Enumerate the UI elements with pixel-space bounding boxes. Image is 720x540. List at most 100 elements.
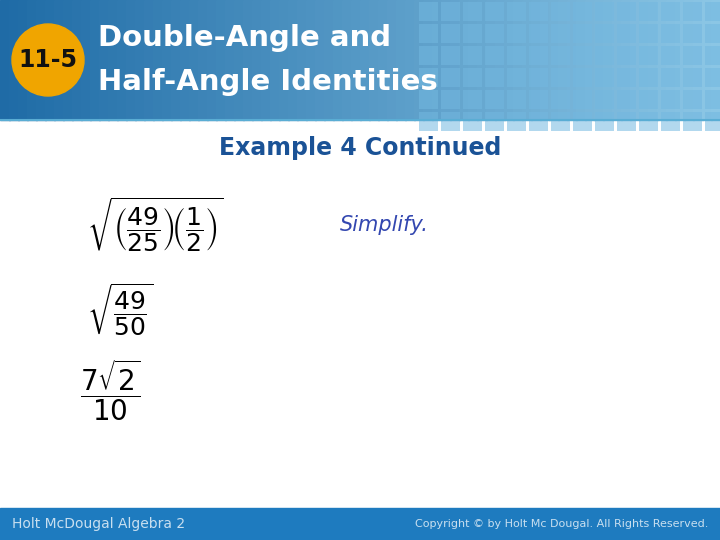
Bar <box>441 0 451 120</box>
Bar <box>616 24 636 43</box>
Bar <box>704 68 720 86</box>
Bar <box>0 0 10 120</box>
Bar <box>595 45 613 64</box>
Bar <box>528 2 547 21</box>
Bar <box>441 90 459 109</box>
Bar <box>616 2 636 21</box>
Bar <box>216 0 226 120</box>
Bar <box>369 0 379 120</box>
Bar <box>441 68 459 86</box>
Bar <box>485 111 503 131</box>
Bar <box>504 0 514 120</box>
Bar <box>135 0 145 120</box>
Bar <box>572 90 592 109</box>
Bar <box>468 0 478 120</box>
Bar <box>162 0 172 120</box>
Bar <box>261 0 271 120</box>
Bar <box>704 111 720 131</box>
Bar <box>153 0 163 120</box>
Bar <box>660 90 680 109</box>
Bar <box>648 0 658 120</box>
Bar <box>683 2 701 21</box>
Bar <box>660 2 680 21</box>
Bar <box>225 0 235 120</box>
Bar <box>462 68 482 86</box>
Bar <box>279 0 289 120</box>
Bar <box>660 68 680 86</box>
Bar <box>572 2 592 21</box>
Bar <box>462 45 482 64</box>
Bar <box>595 111 613 131</box>
Bar <box>9 0 19 120</box>
Bar <box>616 45 636 64</box>
Text: Half-Angle Identities: Half-Angle Identities <box>98 68 438 96</box>
Bar <box>683 24 701 43</box>
Bar <box>459 0 469 120</box>
Bar <box>144 0 154 120</box>
Bar <box>360 0 370 120</box>
Bar <box>288 0 298 120</box>
Bar <box>108 0 118 120</box>
Bar <box>418 68 438 86</box>
Bar <box>495 0 505 120</box>
Bar <box>486 0 496 120</box>
Bar <box>702 0 712 120</box>
Bar <box>477 0 487 120</box>
Bar <box>18 0 28 120</box>
Bar <box>594 0 604 120</box>
Bar <box>528 111 547 131</box>
Bar <box>528 24 547 43</box>
Bar <box>418 2 438 21</box>
Bar <box>462 2 482 21</box>
Bar <box>639 2 657 21</box>
Bar <box>306 0 316 120</box>
Bar <box>639 45 657 64</box>
Bar <box>396 0 406 120</box>
Bar <box>711 0 720 120</box>
Bar <box>54 0 64 120</box>
Text: Holt McDougal Algebra 2: Holt McDougal Algebra 2 <box>12 517 185 531</box>
Bar <box>704 45 720 64</box>
Bar <box>551 90 570 109</box>
Bar <box>45 0 55 120</box>
Text: Double-Angle and: Double-Angle and <box>98 24 391 52</box>
Bar <box>528 90 547 109</box>
Bar <box>693 0 703 120</box>
Bar <box>405 0 415 120</box>
Bar <box>639 68 657 86</box>
Bar <box>585 0 595 120</box>
Bar <box>616 111 636 131</box>
Bar <box>595 2 613 21</box>
Bar <box>551 111 570 131</box>
Bar <box>528 45 547 64</box>
Bar <box>595 90 613 109</box>
Bar <box>180 0 190 120</box>
Bar <box>657 0 667 120</box>
Bar <box>595 24 613 43</box>
Bar <box>684 0 694 120</box>
Bar <box>506 111 526 131</box>
Bar <box>683 68 701 86</box>
Bar <box>576 0 586 120</box>
Bar <box>423 0 433 120</box>
Bar <box>485 24 503 43</box>
Bar <box>630 0 640 120</box>
Bar <box>572 24 592 43</box>
Bar <box>462 111 482 131</box>
Bar <box>660 24 680 43</box>
Bar <box>551 45 570 64</box>
Bar <box>551 24 570 43</box>
Bar <box>387 0 397 120</box>
Bar <box>126 0 136 120</box>
Bar <box>704 2 720 21</box>
Bar <box>414 0 424 120</box>
Bar <box>171 0 181 120</box>
Bar <box>704 24 720 43</box>
Bar <box>36 0 46 120</box>
Bar <box>540 0 550 120</box>
Bar <box>506 2 526 21</box>
Text: $\dfrac{7\sqrt{2}}{10}$: $\dfrac{7\sqrt{2}}{10}$ <box>80 357 140 423</box>
Bar <box>342 0 352 120</box>
Bar <box>506 24 526 43</box>
Bar <box>595 68 613 86</box>
